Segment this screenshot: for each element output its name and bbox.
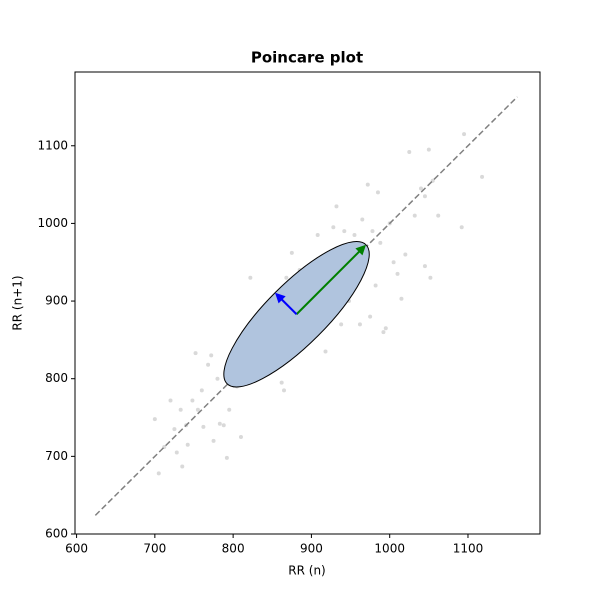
point — [289, 250, 294, 255]
chart-title: Poincare plot — [251, 49, 363, 67]
arrow-head — [275, 292, 286, 304]
point — [331, 225, 336, 230]
point — [168, 398, 173, 403]
point — [395, 271, 400, 276]
point — [185, 442, 190, 447]
point — [190, 398, 195, 403]
point — [403, 252, 408, 257]
point — [419, 186, 424, 191]
point — [360, 217, 365, 222]
point — [315, 233, 320, 238]
x-axis-label: RR (n) — [288, 564, 325, 578]
point — [248, 275, 253, 280]
y-tick-label: 700 — [45, 449, 68, 463]
point — [152, 417, 157, 422]
point — [180, 464, 185, 469]
point — [357, 322, 362, 327]
y-tick-label: 1000 — [37, 216, 68, 230]
x-tick-label: 600 — [65, 542, 88, 556]
point — [383, 326, 388, 331]
point — [339, 322, 344, 327]
y-tick-label: 600 — [45, 527, 68, 541]
point — [407, 149, 412, 154]
point — [221, 423, 226, 428]
point — [178, 407, 183, 412]
point — [227, 407, 232, 412]
point — [422, 264, 427, 269]
point — [462, 132, 467, 137]
point — [459, 225, 464, 230]
y-tick-label: 800 — [45, 371, 68, 385]
x-tick-label: 900 — [300, 542, 323, 556]
point — [217, 421, 222, 426]
point — [342, 229, 347, 234]
point — [282, 388, 287, 393]
point — [238, 434, 243, 439]
y-axis-label: RR (n+1) — [11, 275, 25, 330]
point — [211, 438, 216, 443]
point — [365, 182, 370, 187]
y-tick-label: 900 — [45, 294, 68, 308]
plot-frame — [74, 71, 541, 535]
point — [206, 362, 211, 367]
arrow-shaft — [295, 248, 363, 315]
x-tick-label: 700 — [143, 542, 166, 556]
x-tick-label: 1000 — [374, 542, 405, 556]
point — [193, 351, 198, 356]
point — [368, 314, 373, 319]
point — [323, 349, 328, 354]
point — [428, 275, 433, 280]
arrow-head — [355, 244, 367, 256]
point — [381, 330, 386, 335]
point — [373, 283, 378, 288]
point — [480, 174, 485, 179]
point — [279, 380, 284, 385]
point — [426, 147, 431, 152]
point — [370, 229, 375, 234]
point — [172, 427, 177, 432]
point — [399, 296, 404, 301]
point — [352, 233, 357, 238]
point — [209, 353, 214, 358]
point — [391, 260, 396, 265]
point — [201, 424, 206, 429]
point — [156, 471, 161, 476]
point — [378, 240, 383, 245]
point — [375, 190, 380, 195]
arrow-shaft — [278, 296, 298, 315]
point — [334, 204, 339, 209]
point — [422, 194, 427, 199]
point — [199, 388, 204, 393]
y-tick-label: 1100 — [37, 138, 68, 152]
point — [436, 213, 441, 218]
x-tick-label: 800 — [222, 542, 245, 556]
point — [412, 213, 417, 218]
point — [215, 376, 220, 381]
point — [284, 275, 289, 280]
point — [195, 407, 200, 412]
point — [224, 455, 229, 460]
x-tick-label: 1100 — [453, 542, 484, 556]
point — [174, 450, 179, 455]
